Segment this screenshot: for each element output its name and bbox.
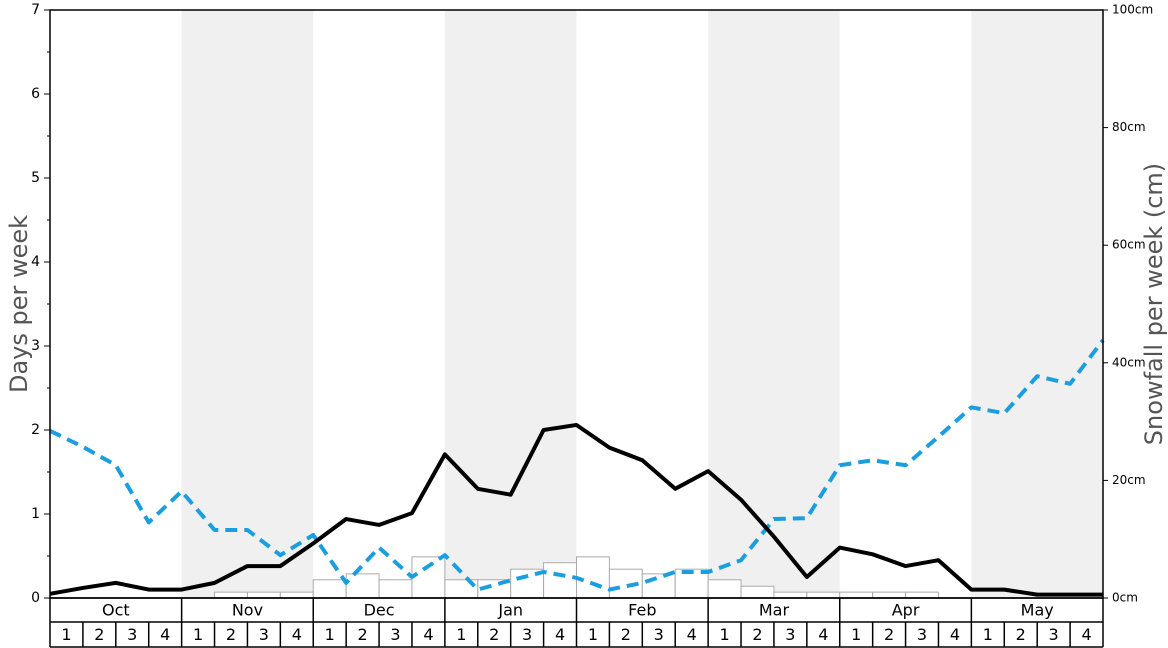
month-shade [444,10,577,598]
bar [411,556,446,599]
month-shade [971,10,1103,598]
week-label: 2 [358,625,368,644]
dashed-line [49,338,1105,592]
month-label: Feb [628,601,656,620]
week-label: 2 [94,625,104,644]
bar [872,591,907,599]
week-label: 4 [160,625,170,644]
y-tick-label: 7 [31,2,40,18]
month-label: May [1021,601,1054,620]
y-tick-label: 6 [31,86,40,102]
y-tick-label: 5 [31,170,40,186]
y-axis-title: Days per week [5,215,33,393]
bar [246,591,281,599]
week-label: 3 [1049,625,1059,644]
bar [806,591,841,599]
week-label: 4 [687,625,697,644]
week-label: 3 [785,625,795,644]
week-label: 3 [917,625,927,644]
week-label: 2 [621,625,631,644]
y2-tick-label: 40cm [1112,355,1146,369]
y2-tick-label: 100cm [1112,3,1153,17]
week-label: 2 [226,625,236,644]
week-label: 2 [489,625,499,644]
y-tick-label: 4 [31,254,40,270]
y-tick-label: 3 [31,338,40,354]
month-label: Jan [497,601,523,620]
y2-axis-title: Snowfall per week (cm) [1140,163,1168,445]
week-label: 4 [1081,625,1091,644]
bar [214,591,248,599]
bar [312,579,347,599]
y2-tick-label: 20cm [1112,473,1146,487]
week-label: 4 [423,625,433,644]
week-label: 4 [555,625,565,644]
bar [576,556,610,599]
week-label: 3 [390,625,400,644]
month-shade [708,10,840,598]
solid-line [49,422,1103,597]
week-label: 4 [950,625,960,644]
month-shade [181,10,314,598]
week-label: 2 [752,625,762,644]
bar [641,573,676,599]
bar [905,591,939,599]
week-label: 1 [61,625,71,644]
month-label: Mar [759,601,790,620]
y2-tick-label: 0cm [1112,591,1138,605]
week-label: 1 [193,625,203,644]
week-label: 3 [522,625,532,644]
week-label: 3 [127,625,137,644]
week-label: 2 [884,625,894,644]
month-label: Dec [364,601,395,620]
y2-tick-label: 60cm [1112,238,1146,252]
bar [740,585,775,599]
week-label: 1 [983,625,993,644]
bar [279,591,314,599]
y-tick-label: 2 [31,422,40,438]
week-label: 1 [588,625,598,644]
y-tick-label: 0 [31,590,40,606]
y2-tick-label: 80cm [1112,120,1146,134]
month-label: Apr [892,601,920,620]
bar [543,562,577,599]
week-label: 4 [292,625,302,644]
week-label: 2 [1016,625,1026,644]
month-label: Nov [232,601,263,620]
week-label: 3 [259,625,269,644]
bar [378,579,413,599]
bar [707,579,742,599]
y-tick-label: 1 [31,506,40,522]
month-label: Oct [102,601,130,620]
week-label: 1 [851,625,861,644]
week-label: 1 [719,625,729,644]
bar [839,591,874,599]
week-label: 3 [654,625,664,644]
bar [345,573,380,599]
bar [773,591,808,599]
week-label: 4 [818,625,828,644]
week-label: 1 [325,625,335,644]
week-label: 1 [456,625,466,644]
